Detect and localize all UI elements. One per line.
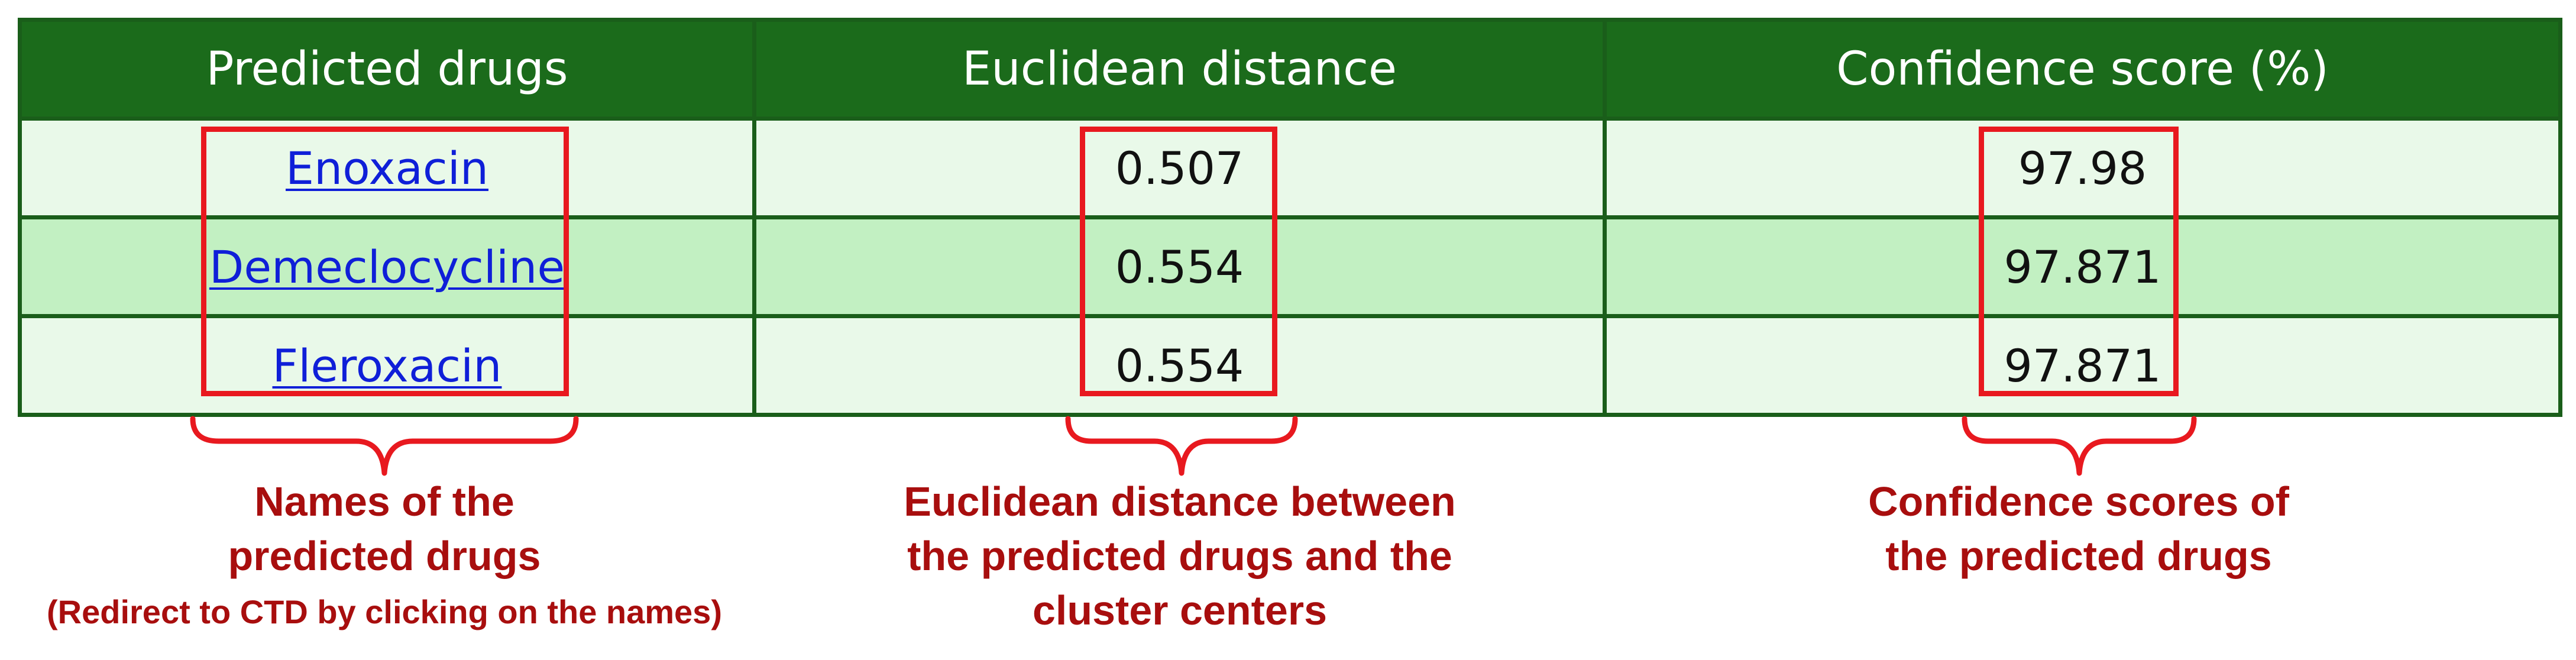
drug-cell: Demeclocycline xyxy=(18,217,756,318)
brace-confidence-icon xyxy=(1962,416,2197,476)
distance-cell: 0.507 xyxy=(752,118,1607,219)
confidence-cell: 97.871 xyxy=(1603,316,2562,417)
caption-distance-line1: Euclidean distance between xyxy=(904,478,1456,525)
distance-cell: 0.554 xyxy=(752,316,1607,417)
predicted-drugs-table: Predicted drugs Euclidean distance Confi… xyxy=(18,18,2562,417)
caption-confidence-line1: Confidence scores of xyxy=(1868,478,2289,525)
drug-cell: Enoxacin xyxy=(18,118,756,219)
caption-confidence-line2: the predicted drugs xyxy=(1885,533,2272,579)
confidence-cell: 97.871 xyxy=(1603,217,2562,318)
table-header-row: Predicted drugs Euclidean distance Confi… xyxy=(18,20,2562,121)
brace-drugs-icon xyxy=(190,416,579,476)
table-row: Demeclocycline 0.554 97.871 xyxy=(18,217,2562,318)
highlight-box-confidence xyxy=(1979,127,2179,396)
caption-drugs: Names of the predicted drugs (Redirect t… xyxy=(0,474,769,633)
caption-distance: Euclidean distance between the predicted… xyxy=(828,474,1532,638)
caption-confidence: Confidence scores of the predicted drugs xyxy=(1774,474,2383,583)
drug-link-fleroxacin[interactable]: Fleroxacin xyxy=(272,339,502,392)
highlight-box-distance xyxy=(1080,127,1277,396)
caption-drugs-note: (Redirect to CTD by clicking on the name… xyxy=(47,593,722,630)
caption-drugs-line2: predicted drugs xyxy=(228,533,541,579)
caption-distance-line2: the predicted drugs and the xyxy=(907,533,1452,579)
caption-distance-line3: cluster centers xyxy=(1032,587,1328,633)
table-row: Fleroxacin 0.554 97.871 xyxy=(18,316,2562,417)
header-predicted-drugs: Predicted drugs xyxy=(18,20,756,121)
distance-cell: 0.554 xyxy=(752,217,1607,318)
highlight-box-drugs xyxy=(201,127,569,396)
drug-link-enoxacin[interactable]: Enoxacin xyxy=(286,141,488,195)
brace-distance-icon xyxy=(1065,416,1298,476)
table-row: Enoxacin 0.507 97.98 xyxy=(18,118,2562,219)
drug-cell: Fleroxacin xyxy=(18,316,756,417)
confidence-cell: 97.98 xyxy=(1603,118,2562,219)
header-confidence-score: Confidence score (%) xyxy=(1603,20,2562,121)
caption-drugs-line1: Names of the xyxy=(254,478,514,525)
drug-link-demeclocycline[interactable]: Demeclocycline xyxy=(209,240,565,293)
header-euclidean-distance: Euclidean distance xyxy=(752,20,1607,121)
